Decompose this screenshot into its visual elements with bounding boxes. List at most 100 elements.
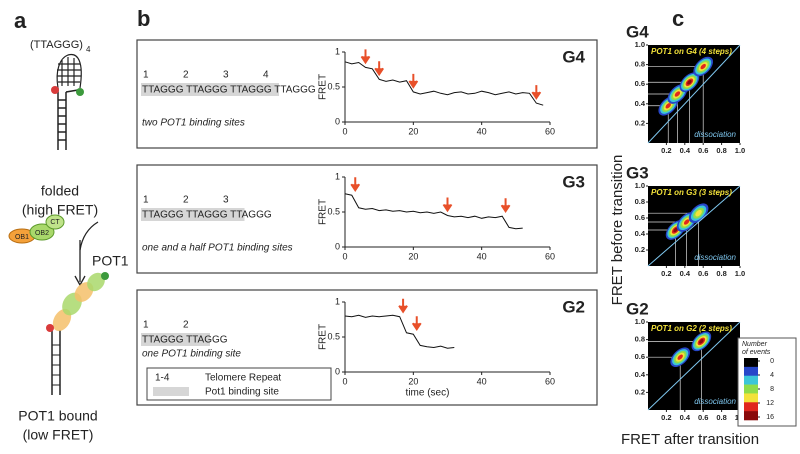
y-tick-label: 0 bbox=[335, 116, 340, 126]
colorbar-title: of events bbox=[742, 349, 771, 356]
repeat-count: 4 bbox=[86, 45, 91, 54]
y-axis-label: FRET bbox=[318, 199, 329, 225]
y-tick-label: 1 bbox=[335, 296, 340, 306]
y-tick-label: 0.8 bbox=[635, 60, 645, 69]
y-tick-label: 1 bbox=[335, 46, 340, 56]
domain-label: OB1 bbox=[15, 234, 29, 241]
y-tick-label: 1.0 bbox=[635, 40, 645, 49]
y-tick-label: 0.4 bbox=[635, 229, 646, 238]
x-tick-label: 0.8 bbox=[716, 146, 726, 155]
y-tick-label: 1 bbox=[335, 171, 340, 181]
panel-b: 1 2 3 4 TTAGGG TTAGGG TTAGGG TTAGGG two POT1 … bbox=[136, 39, 598, 406]
construct-title: G2 bbox=[562, 297, 585, 316]
annotation: POT1 on G4 (4 steps) bbox=[651, 47, 732, 56]
y-axis-label: FRET before transition bbox=[609, 155, 626, 306]
colorbar-band bbox=[744, 393, 758, 403]
x-axis-label: FRET after transition bbox=[621, 431, 759, 448]
repeat-number: 1 bbox=[143, 320, 149, 331]
annotation: POT1 on G2 (2 steps) bbox=[651, 324, 732, 333]
x-tick-label: 20 bbox=[408, 376, 418, 386]
colorbar-title: Number bbox=[742, 341, 768, 348]
x-tick-label: 0 bbox=[342, 251, 347, 261]
sequence: TTAGGG TTAGGG bbox=[142, 335, 228, 346]
colorbar-band bbox=[744, 366, 758, 377]
binding-site-highlight bbox=[141, 83, 210, 96]
binding-site-highlight bbox=[210, 83, 279, 96]
event-density bbox=[673, 227, 678, 233]
y-tick-label: 0.2 bbox=[635, 245, 645, 254]
x-tick-label: 1.0 bbox=[735, 269, 745, 278]
domain-label: OB2 bbox=[35, 230, 49, 237]
x-tick-label: 60 bbox=[545, 376, 555, 386]
x-tick-label: 0.2 bbox=[661, 413, 671, 422]
transition-arrow bbox=[531, 85, 542, 100]
x-tick-label: 40 bbox=[477, 376, 487, 386]
sequence: TTAGGG TTAGGG TTAGGG bbox=[142, 210, 272, 221]
state-note: (high FRET) bbox=[22, 202, 98, 218]
x-tick-label: 40 bbox=[477, 126, 487, 136]
panel-a: a (TTAGGG) 4 folded (high FRET) OB1 OB2 … bbox=[8, 8, 129, 443]
panel-label: a bbox=[14, 8, 27, 33]
legend-label: Telomere Repeat bbox=[205, 373, 281, 384]
construct-title: G3 bbox=[562, 172, 585, 191]
y-tick-label: 0.2 bbox=[635, 387, 645, 396]
y-tick-label: 1.0 bbox=[635, 317, 645, 326]
x-tick-label: 0.8 bbox=[716, 413, 726, 422]
x-tick-label: 0.4 bbox=[680, 146, 691, 155]
x-tick-label: 0.4 bbox=[680, 413, 691, 422]
x-tick-label: 0 bbox=[342, 376, 347, 386]
y-tick-label: 0.5 bbox=[327, 331, 340, 341]
panel-box bbox=[136, 39, 598, 149]
y-tick-label: 0.8 bbox=[635, 197, 645, 206]
event-density bbox=[683, 219, 690, 225]
y-tick-label: 0 bbox=[335, 366, 340, 376]
fret-trace bbox=[344, 314, 455, 349]
x-tick-label: 0.6 bbox=[698, 269, 708, 278]
arrow-label: POT1 bbox=[92, 253, 129, 269]
state-note: (low FRET) bbox=[23, 427, 94, 443]
x-tick-label: 0.8 bbox=[716, 269, 726, 278]
x-tick-label: 0.4 bbox=[680, 269, 691, 278]
event-density bbox=[700, 63, 706, 70]
transition-arrow bbox=[360, 49, 371, 65]
x-tick-label: 20 bbox=[408, 126, 418, 136]
panel-box bbox=[136, 164, 598, 274]
construct-title: G3 bbox=[626, 163, 649, 182]
x-tick-label: 60 bbox=[545, 251, 555, 261]
legend-label: Pot1 binding site bbox=[205, 387, 279, 398]
event-density bbox=[665, 103, 671, 109]
fret-trace bbox=[344, 61, 544, 106]
caption: one POT1 binding site bbox=[142, 349, 241, 360]
binding-site-highlight bbox=[210, 208, 245, 221]
transition-arrow bbox=[442, 197, 453, 213]
y-axis-label: FRET bbox=[318, 324, 329, 350]
x-axis-label: time (sec) bbox=[406, 388, 450, 399]
diagonal bbox=[647, 44, 741, 144]
transition-arrow bbox=[411, 316, 422, 332]
y-tick-label: 0.2 bbox=[635, 118, 645, 127]
state-label: POT1 bound bbox=[18, 408, 97, 424]
colorbar-tick-label: 0 bbox=[770, 358, 774, 365]
x-tick-label: 20 bbox=[408, 251, 418, 261]
repeat-label: (TTAGGG) bbox=[30, 39, 83, 51]
panel-label: b bbox=[137, 6, 150, 31]
repeat-number: 1 bbox=[143, 70, 149, 81]
y-tick-label: 0 bbox=[335, 241, 340, 251]
domain-label: CT bbox=[50, 219, 60, 226]
transition-arrow bbox=[408, 73, 419, 89]
sequence: TTAGGG TTAGGG TTAGGG TTAGGG bbox=[142, 85, 316, 96]
event-density bbox=[699, 339, 704, 344]
fret-trace bbox=[344, 193, 523, 230]
construct-title: G2 bbox=[626, 299, 649, 318]
repeat-number: 2 bbox=[183, 320, 189, 331]
transition-arrow bbox=[398, 298, 408, 314]
repeat-number: 3 bbox=[223, 195, 229, 206]
donor-dye bbox=[76, 88, 84, 96]
acceptor-dye bbox=[51, 86, 59, 94]
x-tick-label: 0.6 bbox=[698, 146, 708, 155]
construct-title: G4 bbox=[626, 22, 649, 41]
repeat-number: 2 bbox=[183, 195, 189, 206]
diagonal-label: dissociation bbox=[694, 130, 736, 139]
x-tick-label: 40 bbox=[477, 251, 487, 261]
